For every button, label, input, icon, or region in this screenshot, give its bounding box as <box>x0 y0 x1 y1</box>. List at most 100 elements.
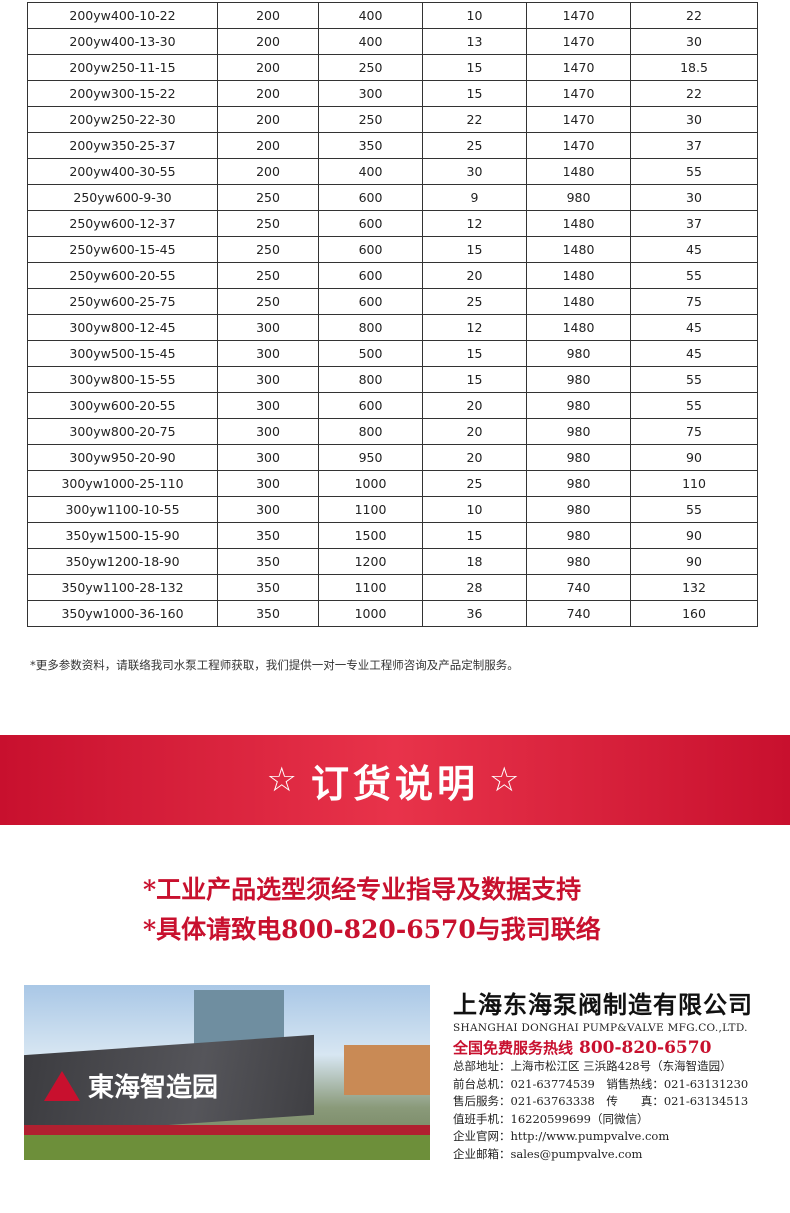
table-row: 350yw1100-28-132 350 1100 28 740 132 <box>27 574 758 601</box>
table-cell: 200 <box>217 106 319 133</box>
table-cell: 1470 <box>526 54 631 81</box>
table-cell: 980 <box>526 522 631 549</box>
table-row: 200yw400-10-22 200 400 10 1470 22 <box>27 2 758 29</box>
table-cell: 300 <box>217 392 319 419</box>
company-photo: 東海智造园 <box>24 985 430 1160</box>
table-row: 350yw1500-15-90 350 1500 15 980 90 <box>27 522 758 549</box>
table-row: 250yw600-20-55 250 600 20 1480 55 <box>27 262 758 289</box>
table-cell: 55 <box>630 392 758 419</box>
table-cell: 132 <box>630 574 758 601</box>
company-name-en: SHANGHAI DONGHAI PUMP&VALVE MFG.CO.,LTD. <box>453 1022 748 1034</box>
order-banner: ☆ 订货说明 ☆ <box>0 735 790 825</box>
table-row: 200yw400-13-30 200 400 13 1470 30 <box>27 28 758 55</box>
table-cell: 1470 <box>526 2 631 29</box>
table-cell: 400 <box>318 2 423 29</box>
table-cell: 15 <box>422 340 527 367</box>
company-info: 上海东海泵阀制造有限公司 SHANGHAI DONGHAI PUMP&VALVE… <box>453 985 783 1163</box>
table-cell: 1480 <box>526 158 631 185</box>
table-cell: 90 <box>630 522 758 549</box>
star-icon: ☆ <box>266 760 301 800</box>
table-cell: 36 <box>422 600 527 627</box>
table-cell: 350yw1200-18-90 <box>27 548 218 575</box>
table-cell: 250yw600-9-30 <box>27 184 218 211</box>
contact-line: 值班手机：16220599699（同微信） <box>453 1111 649 1126</box>
table-row: 350yw1200-18-90 350 1200 18 980 90 <box>27 548 758 575</box>
table-cell: 1480 <box>526 236 631 263</box>
table-cell: 45 <box>630 236 758 263</box>
table-row: 300yw1100-10-55 300 1100 10 980 55 <box>27 496 758 523</box>
table-cell: 25 <box>422 288 527 315</box>
table-row: 300yw800-20-75 300 800 20 980 75 <box>27 418 758 445</box>
table-cell: 300yw800-20-75 <box>27 418 218 445</box>
table-cell: 1480 <box>526 210 631 237</box>
contact-line: 售后服务：021-63763338 传 真：021-63134513 <box>453 1094 749 1108</box>
table-row: 250yw600-12-37 250 600 12 1480 37 <box>27 210 758 237</box>
table-row: 350yw1000-36-160 350 1000 36 740 160 <box>27 600 758 627</box>
photo-sign: 東海智造园 <box>44 1067 218 1104</box>
table-row: 200yw250-22-30 200 250 22 1470 30 <box>27 106 758 133</box>
table-cell: 1480 <box>526 288 631 315</box>
table-cell: 300 <box>217 314 319 341</box>
logo-icon <box>44 1070 80 1101</box>
table-cell: 75 <box>630 418 758 445</box>
table-cell: 15 <box>422 54 527 81</box>
table-row: 300yw800-15-55 300 800 15 980 55 <box>27 366 758 393</box>
table-cell: 980 <box>526 470 631 497</box>
table-cell: 350 <box>217 574 319 601</box>
table-cell: 200 <box>217 80 319 107</box>
table-cell: 350 <box>217 522 319 549</box>
table-cell: 980 <box>526 444 631 471</box>
table-cell: 90 <box>630 444 758 471</box>
table-cell: 740 <box>526 574 631 601</box>
table-cell: 800 <box>318 418 423 445</box>
table-cell: 980 <box>526 496 631 523</box>
table-cell: 300 <box>217 366 319 393</box>
table-row: 300yw950-20-90 300 950 20 980 90 <box>27 444 758 471</box>
table-cell: 1100 <box>318 574 423 601</box>
table-cell: 300 <box>217 470 319 497</box>
banner-title: 订货说明 <box>310 761 479 806</box>
table-cell: 250yw600-20-55 <box>27 262 218 289</box>
table-cell: 160 <box>630 600 758 627</box>
table-cell: 200yw400-30-55 <box>27 158 218 185</box>
spec-table: 200yw400-10-22 200 400 10 1470 22 200yw400-13-… <box>27 2 758 627</box>
table-cell: 30 <box>422 158 527 185</box>
table-cell: 600 <box>318 236 423 263</box>
table-cell: 250 <box>217 262 319 289</box>
table-cell: 55 <box>630 496 758 523</box>
table-cell: 55 <box>630 366 758 393</box>
table-cell: 350yw1500-15-90 <box>27 522 218 549</box>
table-cell: 20 <box>422 392 527 419</box>
table-cell: 15 <box>422 366 527 393</box>
table-cell: 30 <box>630 184 758 211</box>
website-link[interactable]: 企业官网：http://www.pumpvalve.com <box>453 1129 670 1143</box>
table-cell: 600 <box>318 392 423 419</box>
table-cell: 200 <box>217 28 319 55</box>
table-cell: 200 <box>217 158 319 185</box>
table-cell: 18 <box>422 548 527 575</box>
table-row: 250yw600-15-45 250 600 15 1480 45 <box>27 236 758 263</box>
table-cell: 200yw350-25-37 <box>27 132 218 159</box>
table-cell: 350 <box>217 548 319 575</box>
table-row: 200yw400-30-55 200 400 30 1480 55 <box>27 158 758 185</box>
table-cell: 200yw250-11-15 <box>27 54 218 81</box>
table-cell: 28 <box>422 574 527 601</box>
table-cell: 500 <box>318 340 423 367</box>
table-cell: 300yw800-12-45 <box>27 314 218 341</box>
table-row: 200yw250-11-15 200 250 15 1470 18.5 <box>27 54 758 81</box>
table-cell: 25 <box>422 470 527 497</box>
email-link[interactable]: 企业邮箱：sales@pumpvalve.com <box>453 1146 643 1161</box>
table-cell: 18.5 <box>630 54 758 81</box>
contact-line: 前台总机：021-63774539 销售热线：021-63131230 <box>453 1076 749 1091</box>
table-cell: 1500 <box>318 522 423 549</box>
table-cell: 300 <box>318 80 423 107</box>
table-row: 300yw500-15-45 300 500 15 980 45 <box>27 340 758 367</box>
footnote: *更多参数资料，请联络我司水泵工程师获取，我们提供一对一专业工程师咨询及产品定制… <box>30 658 519 672</box>
table-cell: 300yw500-15-45 <box>27 340 218 367</box>
table-cell: 250 <box>217 210 319 237</box>
table-cell: 400 <box>318 158 423 185</box>
table-cell: 980 <box>526 418 631 445</box>
table-cell: 1200 <box>318 548 423 575</box>
table-cell: 400 <box>318 28 423 55</box>
table-cell: 55 <box>630 158 758 185</box>
